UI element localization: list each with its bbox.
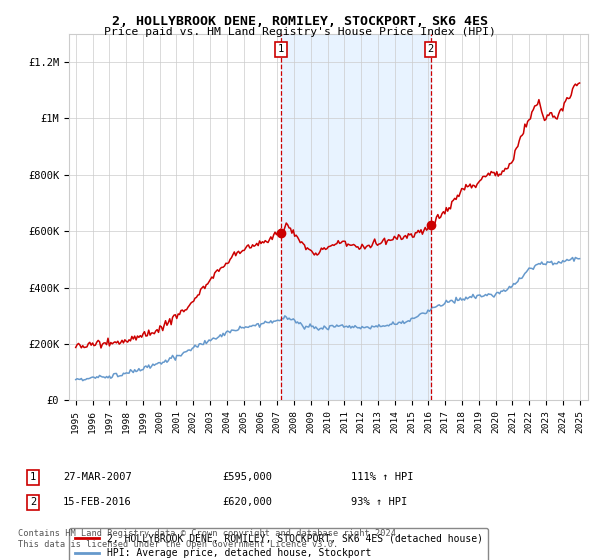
Text: 93% ↑ HPI: 93% ↑ HPI bbox=[351, 497, 407, 507]
Bar bbox=[281, 34, 431, 400]
Text: 2: 2 bbox=[427, 44, 434, 54]
Text: 15-FEB-2016: 15-FEB-2016 bbox=[63, 497, 132, 507]
Text: Price paid vs. HM Land Registry's House Price Index (HPI): Price paid vs. HM Land Registry's House … bbox=[104, 27, 496, 37]
Text: 1: 1 bbox=[30, 472, 36, 482]
Legend: 2, HOLLYBROOK DENE, ROMILEY, STOCKPORT, SK6 4ES (detached house), HPI: Average p: 2, HOLLYBROOK DENE, ROMILEY, STOCKPORT, … bbox=[68, 528, 488, 560]
Text: £595,000: £595,000 bbox=[222, 472, 272, 482]
Text: 2, HOLLYBROOK DENE, ROMILEY, STOCKPORT, SK6 4ES: 2, HOLLYBROOK DENE, ROMILEY, STOCKPORT, … bbox=[112, 15, 488, 27]
Text: 2: 2 bbox=[30, 497, 36, 507]
Text: Contains HM Land Registry data © Crown copyright and database right 2024.
This d: Contains HM Land Registry data © Crown c… bbox=[18, 529, 401, 549]
Text: 27-MAR-2007: 27-MAR-2007 bbox=[63, 472, 132, 482]
Text: 1: 1 bbox=[278, 44, 284, 54]
Text: 111% ↑ HPI: 111% ↑ HPI bbox=[351, 472, 413, 482]
Text: £620,000: £620,000 bbox=[222, 497, 272, 507]
